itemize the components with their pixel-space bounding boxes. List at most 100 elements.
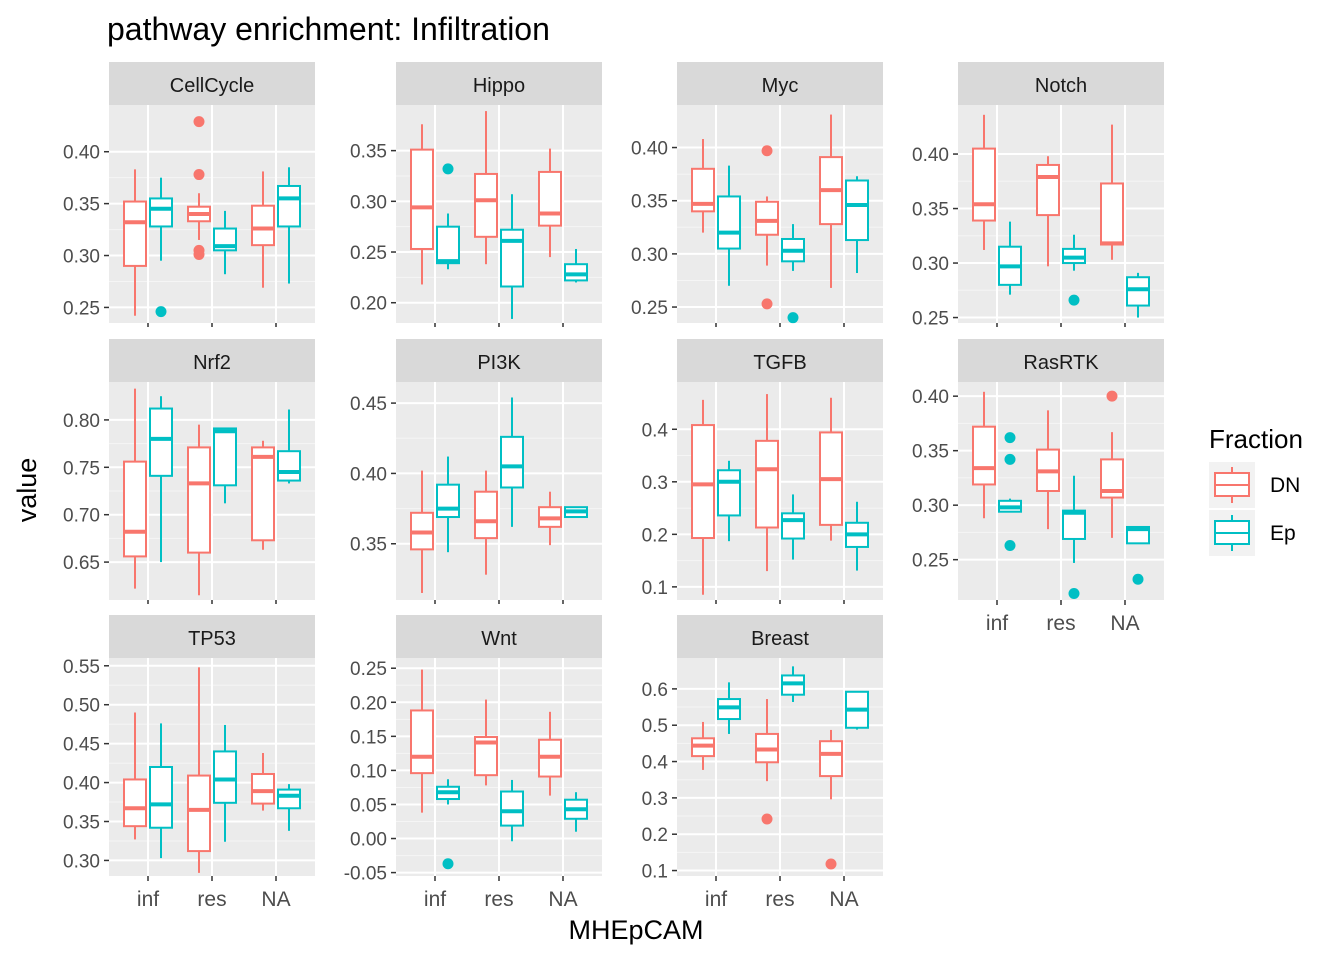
- outlier-point: [1132, 573, 1144, 585]
- y-tick-label: 0.75: [63, 458, 100, 479]
- outlier-point: [193, 116, 205, 128]
- y-tick-label: 0.4: [642, 753, 669, 774]
- strip-label: TGFB: [753, 352, 806, 374]
- box-body: [251, 204, 275, 247]
- y-tick-label: 0.10: [350, 761, 387, 782]
- box-body: [538, 170, 562, 227]
- y-tick-label: 0.6: [642, 680, 668, 701]
- strip-label: TP53: [188, 628, 236, 650]
- box-body: [717, 469, 741, 517]
- box-res-dn: [755, 145, 779, 310]
- box-body: [691, 167, 715, 213]
- x-tick-label: res: [1046, 612, 1075, 635]
- strip-label: Notch: [1035, 75, 1087, 97]
- y-tick-label: 0.30: [912, 496, 949, 517]
- box-na-dn: [819, 397, 843, 541]
- box-res-ep: [781, 494, 805, 560]
- box-body: [972, 147, 996, 222]
- y-tick-label: 0.00: [350, 830, 387, 851]
- box-body: [123, 778, 147, 828]
- x-tick-label: res: [484, 888, 513, 911]
- box-body: [755, 200, 779, 236]
- legend-label: Ep: [1270, 522, 1296, 545]
- box-res-dn: [755, 699, 779, 825]
- box-inf-ep: [436, 163, 460, 270]
- box-na-ep: [277, 784, 301, 831]
- box-inf-ep: [436, 779, 460, 870]
- box-body: [187, 446, 211, 554]
- box-inf-ep: [717, 165, 741, 286]
- y-tick-label: 0.30: [631, 245, 668, 266]
- x-axis-label: MHEpCAM: [568, 915, 703, 945]
- outlier-point: [1068, 587, 1080, 599]
- box-res-ep: [213, 210, 237, 275]
- box-na-dn: [538, 491, 562, 546]
- y-tick-label: 0.05: [350, 795, 387, 816]
- box-inf-ep: [717, 460, 741, 542]
- box-body: [691, 424, 715, 540]
- box-na-ep: [1126, 525, 1150, 585]
- x-tick-label: res: [765, 888, 794, 911]
- box-res-ep: [500, 194, 524, 319]
- y-tick-label: 0.20: [350, 294, 387, 315]
- outlier-point: [1068, 294, 1080, 306]
- legend-entry-dn: DN: [1209, 462, 1300, 508]
- box-body: [436, 225, 460, 265]
- box-inf-dn: [691, 721, 715, 770]
- outlier-point: [1106, 390, 1118, 402]
- y-tick-label: 0.30: [912, 254, 949, 275]
- box-body: [277, 788, 301, 810]
- box-inf-ep: [149, 177, 173, 318]
- y-tick-label: 0.1: [642, 578, 668, 599]
- x-tick-label: inf: [424, 888, 446, 911]
- strip-label: RasRTK: [1023, 352, 1099, 374]
- x-tick-label: inf: [986, 612, 1008, 635]
- y-tick-label: 0.35: [350, 142, 387, 163]
- panel-tp53: TP53 0.30 0.35 0.40 0.45 0.50 0.55 inf res NA: [63, 615, 315, 911]
- outlier-point: [787, 312, 799, 324]
- y-tick-label: 0.3: [642, 789, 668, 810]
- box-body: [500, 790, 524, 827]
- x-tick-label: NA: [548, 888, 577, 911]
- box-body: [251, 446, 275, 542]
- x-tick-label: NA: [1110, 612, 1139, 635]
- y-tick-label: 0.35: [63, 195, 100, 216]
- strip-background: [109, 615, 315, 658]
- strip-label: Breast: [751, 628, 809, 650]
- box-inf-dn: [123, 388, 147, 589]
- y-tick-label: 0.40: [350, 464, 387, 485]
- box-na-dn: [251, 752, 275, 811]
- outlier-point: [761, 298, 773, 310]
- panel-hippo: Hippo 0.20 0.25 0.30 0.35: [350, 62, 602, 327]
- y-tick-label: 0.30: [63, 247, 100, 268]
- box-body: [500, 435, 524, 489]
- box-na-dn: [251, 171, 275, 288]
- box-res-dn: [474, 111, 498, 265]
- box-inf-dn: [691, 139, 715, 233]
- box-res-ep: [500, 397, 524, 527]
- box-na-dn: [819, 114, 843, 288]
- box-res-dn: [755, 394, 779, 572]
- strip-label: Hippo: [473, 75, 525, 97]
- box-na-ep: [845, 176, 869, 274]
- box-inf-dn: [410, 124, 434, 285]
- box-body: [149, 197, 173, 228]
- box-inf-ep: [998, 432, 1022, 551]
- box-body: [755, 439, 779, 529]
- y-tick-label: 0.25: [912, 309, 949, 330]
- outlier-point: [1004, 432, 1016, 444]
- box-na-ep: [564, 792, 588, 832]
- strip-label: Wnt: [481, 628, 517, 650]
- y-tick-label: 0.35: [912, 442, 949, 463]
- y-tick-label: 0.40: [912, 387, 949, 408]
- box-body: [474, 172, 498, 238]
- box-res-dn: [474, 470, 498, 575]
- box-res-dn: [187, 424, 211, 596]
- y-tick-label: 0.40: [631, 139, 668, 160]
- panel-nrf2: Nrf2 0.65 0.70 0.75 0.80: [63, 339, 315, 604]
- box-res-ep: [781, 666, 805, 702]
- box-body: [213, 427, 237, 487]
- y-tick-label: 0.25: [631, 298, 668, 319]
- panel-breast: Breast 0.1 0.2 0.3 0.4 0.5 0.6 inf res NA: [642, 615, 883, 911]
- strip-background: [396, 615, 602, 658]
